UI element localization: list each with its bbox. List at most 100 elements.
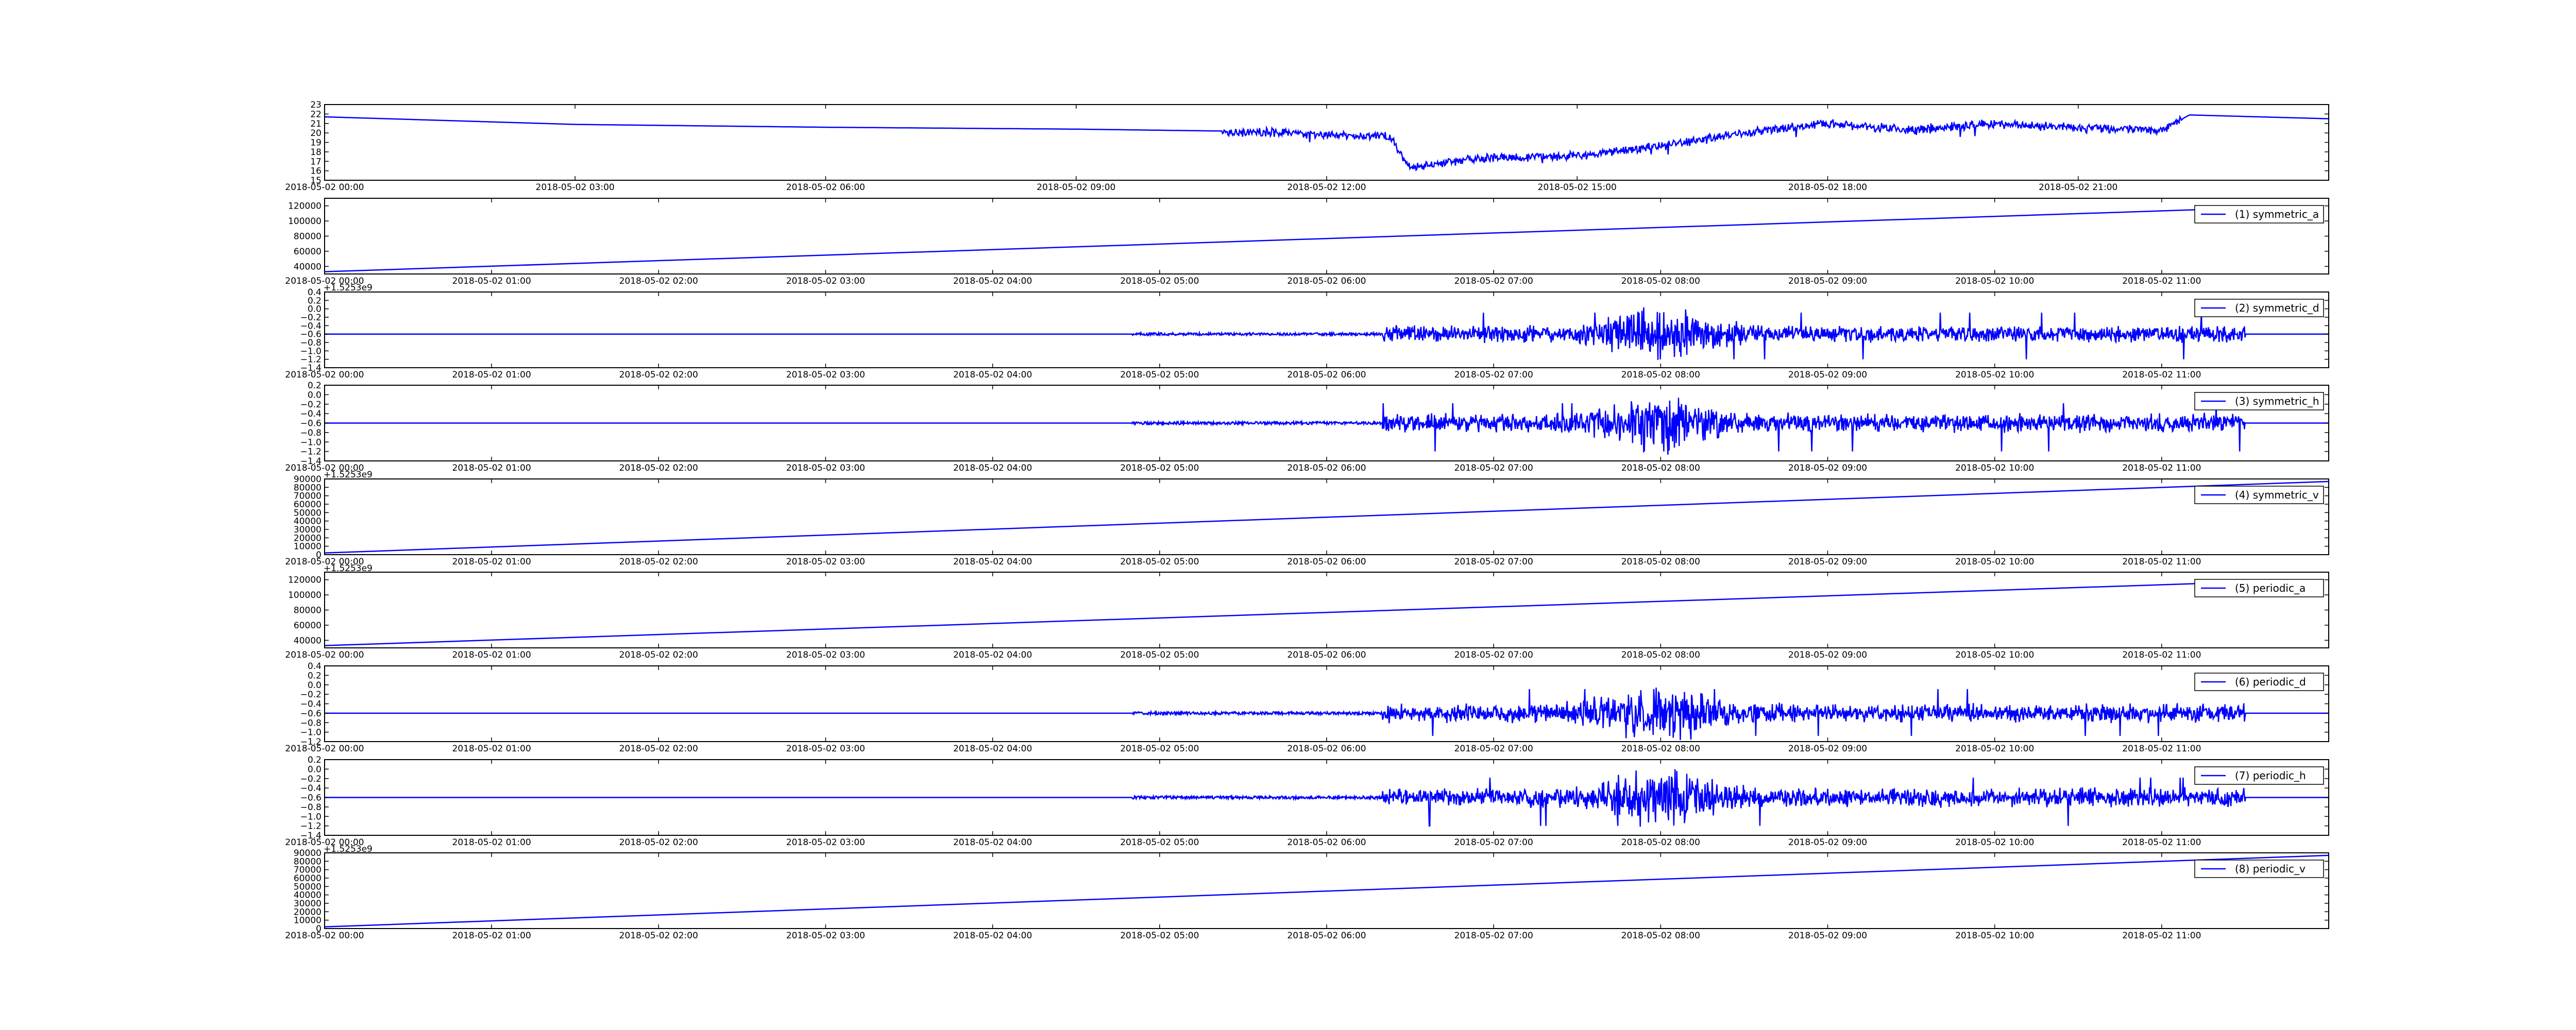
x-tick-label: 2018-05-02 00:00 (285, 931, 364, 941)
series-line-1 (325, 480, 2329, 554)
y-tick-label: 70000 (294, 491, 321, 502)
x-tick-label: 2018-05-02 08:00 (1621, 276, 1700, 286)
y-tick-label: −0.2 (300, 313, 321, 323)
x-tick-label: 2018-05-02 08:00 (1621, 650, 1700, 660)
x-tick-label: 2018-05-02 04:00 (953, 931, 1032, 941)
y-tick-label: 30000 (294, 899, 321, 909)
x-tick-label: 2018-05-02 05:00 (1120, 370, 1199, 380)
x-tick-label: 2018-05-02 08:00 (1621, 370, 1700, 380)
x-tick-label: 2018-05-02 07:00 (1454, 744, 1533, 754)
x-tick-label: 2018-05-02 03:00 (786, 276, 865, 286)
y-tick-label: 0 (316, 924, 321, 934)
y-tick-label: −0.4 (300, 783, 321, 794)
y-tick-label: −1.0 (300, 437, 321, 448)
x-tick-label: 2018-05-02 02:00 (619, 463, 698, 473)
legend-label: (3) symmetric_h (2235, 395, 2319, 407)
plot-area (325, 480, 2329, 554)
x-tick-label: 2018-05-02 21:00 (2039, 182, 2117, 193)
y-tick-label: 0.0 (308, 390, 321, 400)
y-tick-label: −1.4 (300, 456, 321, 467)
y-tick-label: 120000 (288, 575, 321, 586)
x-tick-label: 2018-05-02 02:00 (619, 370, 698, 380)
x-tick-label: 2018-05-02 01:00 (452, 837, 531, 848)
x-tick-label: 2018-05-02 08:00 (1621, 557, 1700, 567)
axis-offset-text: +1.5253e9 (324, 844, 372, 854)
y-tick-label: −1.2 (300, 737, 321, 747)
series-line-1 (325, 769, 2329, 827)
y-tick-label: 10000 (294, 542, 321, 552)
x-tick-label: 2018-05-02 11:00 (2122, 370, 2201, 380)
series-line-1 (325, 854, 2329, 928)
x-tick-label: 2018-05-02 00:00 (285, 650, 364, 660)
x-tick-label: 2018-05-02 01:00 (452, 463, 531, 473)
legend: (7) periodic_h (2194, 766, 2324, 785)
y-tick-label: 80000 (294, 232, 321, 242)
y-tick-label: 0.0 (308, 304, 321, 315)
x-tick-label: 2018-05-02 05:00 (1120, 276, 1199, 286)
y-tick-label: 20000 (294, 907, 321, 917)
axis-offset-text: +1.5253e9 (324, 283, 372, 293)
y-tick-label: 70000 (294, 865, 321, 876)
y-tick-label: 50000 (294, 508, 321, 518)
x-tick-label: 2018-05-02 08:00 (1621, 931, 1700, 941)
y-tick-label: −1.4 (300, 831, 321, 841)
y-tick-label: −0.4 (300, 409, 321, 419)
x-tick-label: 2018-05-02 05:00 (1120, 931, 1199, 941)
x-tick-label: 2018-05-02 02:00 (619, 931, 698, 941)
x-tick-label: 2018-05-02 02:00 (619, 837, 698, 848)
x-tick-label: 2018-05-02 06:00 (1287, 931, 1366, 941)
y-tick-label: 100000 (288, 216, 321, 227)
x-tick-label: 2018-05-02 06:00 (786, 182, 865, 193)
x-tick-label: 2018-05-02 01:00 (452, 650, 531, 660)
y-tick-label: 40000 (294, 636, 321, 646)
chart-panel-6: 40000 60000 80000 100000 120000 2018-05-02 00… (285, 572, 2329, 660)
plot-area (325, 581, 2245, 646)
axis-offset-text: +1.5253e9 (324, 563, 372, 574)
y-tick-label: 80000 (294, 483, 321, 493)
x-tick-label: 2018-05-02 08:00 (1621, 744, 1700, 754)
x-tick-label: 2018-05-02 00:00 (285, 276, 364, 286)
plot-area (325, 114, 2329, 171)
y-tick-label: 60000 (294, 500, 321, 510)
y-tick-label: −1.0 (300, 728, 321, 738)
x-tick-label: 2018-05-02 06:00 (1287, 370, 1366, 380)
chart-panel-7: −1.2−1.0−0.8−0.6−0.4−0.20.00.20.4 2018-05… (285, 661, 2329, 754)
y-tick-label: 80000 (294, 606, 321, 616)
x-tick-label: 2018-05-02 10:00 (1955, 276, 2034, 286)
y-tick-label: 22 (310, 109, 321, 119)
x-tick-label: 2018-05-02 09:00 (1788, 463, 1867, 473)
x-tick-label: 2018-05-02 01:00 (452, 557, 531, 567)
x-tick-label: 2018-05-02 10:00 (1955, 744, 2034, 754)
y-tick-label: 40000 (294, 890, 321, 901)
x-tick-label: 2018-05-02 10:00 (1955, 557, 2034, 567)
x-tick-label: 2018-05-02 10:00 (1955, 837, 2034, 848)
y-tick-label: 15 (310, 176, 321, 186)
x-tick-label: 2018-05-02 09:00 (1788, 744, 1867, 754)
y-tick-label: 19 (310, 138, 321, 148)
x-tick-label: 2018-05-02 04:00 (953, 463, 1032, 473)
y-tick-label: 10000 (294, 916, 321, 926)
x-tick-label: 2018-05-02 07:00 (1454, 370, 1533, 380)
x-tick-label: 2018-05-02 02:00 (619, 744, 698, 754)
y-tick-label: −0.4 (300, 321, 321, 331)
y-tick-label: 40000 (294, 517, 321, 527)
legend-label: (8) periodic_v (2235, 863, 2306, 875)
x-tick-label: 2018-05-02 07:00 (1454, 837, 1533, 848)
x-tick-label: 2018-05-02 07:00 (1454, 276, 1533, 286)
y-tick-label: 0.4 (308, 287, 321, 298)
y-tick-label: 16 (310, 166, 321, 177)
y-tick-label: −0.6 (300, 330, 321, 340)
y-tick-label: −0.6 (300, 419, 321, 429)
x-tick-label: 2018-05-02 03:00 (786, 744, 865, 754)
x-tick-label: 2018-05-02 11:00 (2122, 650, 2201, 660)
series-line-1 (325, 398, 2329, 455)
legend-label: (7) periodic_h (2235, 769, 2306, 782)
x-tick-label: 2018-05-02 00:00 (285, 370, 364, 380)
y-tick-label: 18 (310, 147, 321, 158)
legend: (8) periodic_v (2194, 860, 2324, 878)
y-tick-label: −0.4 (300, 699, 321, 710)
x-tick-label: 2018-05-02 02:00 (619, 557, 698, 567)
